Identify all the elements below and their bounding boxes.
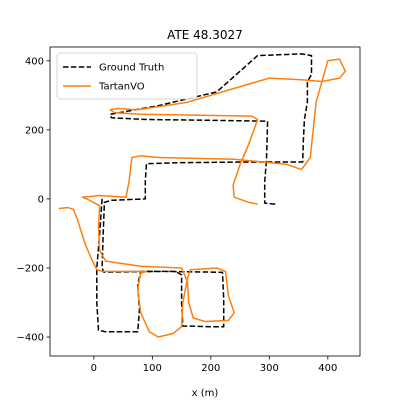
legend-label-tartanvo: TartanVO [98, 82, 145, 93]
y-tick-label: −400 [17, 333, 44, 344]
x-tick-label: 100 [143, 363, 162, 374]
x-tick-label: 0 [91, 363, 97, 374]
tartanvo-line [58, 58, 347, 338]
y-tick-label: 400 [25, 56, 44, 67]
legend-box [56, 52, 198, 100]
x-tick-label: 300 [260, 363, 279, 374]
plot-area [58, 53, 347, 338]
legend-label-ground-truth: Ground Truth [99, 63, 164, 74]
axes-frame [49, 46, 361, 357]
y-tick-label: −200 [17, 263, 44, 274]
x-axis-label: x (m) [192, 388, 219, 399]
chart-title: ATE 48.3027 [167, 28, 243, 42]
x-tick-label: 200 [201, 363, 220, 374]
x-tick-label: 400 [318, 363, 337, 374]
axes: 0 100 200 300 400 −400 −200 0 200 400 [17, 46, 361, 374]
y-tick-label: 0 [38, 194, 44, 205]
y-tick-label: 200 [25, 125, 44, 136]
legend: Ground Truth TartanVO [56, 52, 198, 100]
